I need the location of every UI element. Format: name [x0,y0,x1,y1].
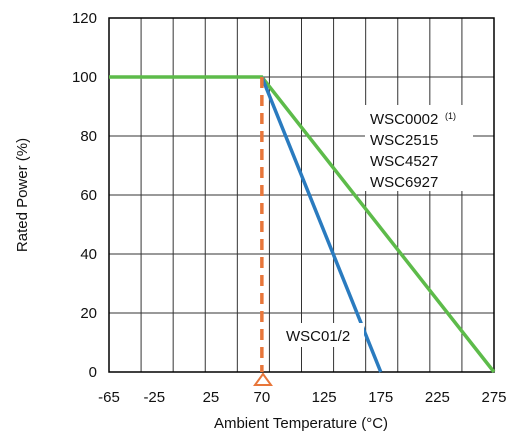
x-tick-label: 70 [254,389,271,406]
y-tick-label: 0 [89,364,97,381]
x-tick-label: 125 [312,389,337,406]
label-wsc4527: WSC4527 [370,153,438,170]
x-tick-label: 175 [368,389,393,406]
x-axis-label: Ambient Temperature (°C) [214,415,388,432]
x-tick-label: 25 [203,389,220,406]
label-wsc01-2: WSC01/2 [286,328,350,345]
y-tick-label: 100 [72,69,97,86]
marker-triangle [253,372,273,386]
grid-lines [109,18,494,372]
y-tick-label: 20 [80,305,97,322]
label-wsc2515: WSC2515 [370,132,438,149]
y-tick-label: 60 [80,187,97,204]
x-tick-label: -25 [143,389,165,406]
legend-box-b [282,323,364,347]
y-tick-label: 120 [72,10,97,27]
label-wsc6927: WSC6927 [370,174,438,191]
series-line-wsc01-2 [260,76,383,373]
series-lines [109,75,496,374]
label-wsc0002-note: (1) [445,111,456,121]
plot-frame [108,17,495,373]
x-tick-labels: -65 -25 25 70 125 175 225 275 [98,389,506,406]
label-wsc0002: WSC0002 [370,111,438,128]
y-tick-label: 40 [80,246,97,263]
y-tick-labels: 0 20 40 60 80 100 120 [72,10,97,381]
y-axis-label: Rated Power (%) [14,138,31,252]
x-tick-label: 275 [481,389,506,406]
y-tick-label: 80 [80,128,97,145]
legend-box-a [365,105,473,191]
x-tick-label: -65 [98,389,120,406]
x-tick-label: 225 [425,389,450,406]
